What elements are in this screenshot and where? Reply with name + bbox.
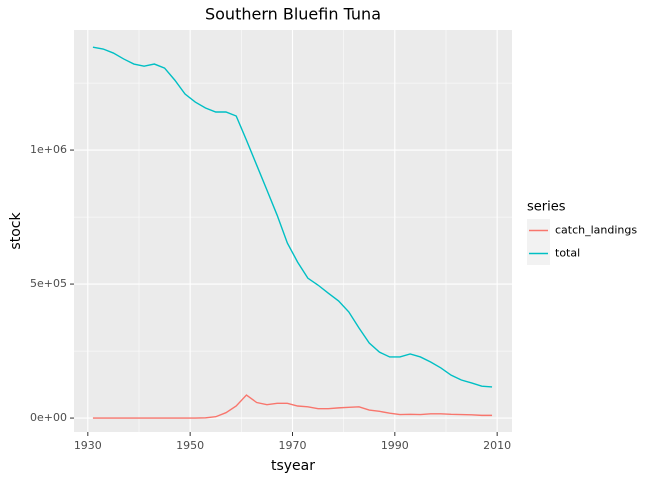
x-axis-label: tsyear xyxy=(271,458,315,474)
x-tick-label: 1990 xyxy=(381,439,409,452)
x-tick-label: 2010 xyxy=(483,439,511,452)
legend-title: series xyxy=(527,200,566,215)
x-tick-label: 1970 xyxy=(278,439,306,452)
x-tick-label: 1950 xyxy=(176,439,204,452)
y-tick-label: 5e+05 xyxy=(30,277,67,290)
y-tick-label: 1e+06 xyxy=(30,143,67,156)
series-line xyxy=(92,394,493,419)
legend-label: catch_landings xyxy=(555,224,637,237)
x-tick-label: 1930 xyxy=(74,439,102,452)
y-axis-label: stock xyxy=(8,212,24,250)
series-line xyxy=(92,46,493,388)
chart-title: Southern Bluefin Tuna xyxy=(205,5,381,24)
y-tick-label: 0e+00 xyxy=(30,411,67,424)
legend-label: total xyxy=(555,247,580,260)
